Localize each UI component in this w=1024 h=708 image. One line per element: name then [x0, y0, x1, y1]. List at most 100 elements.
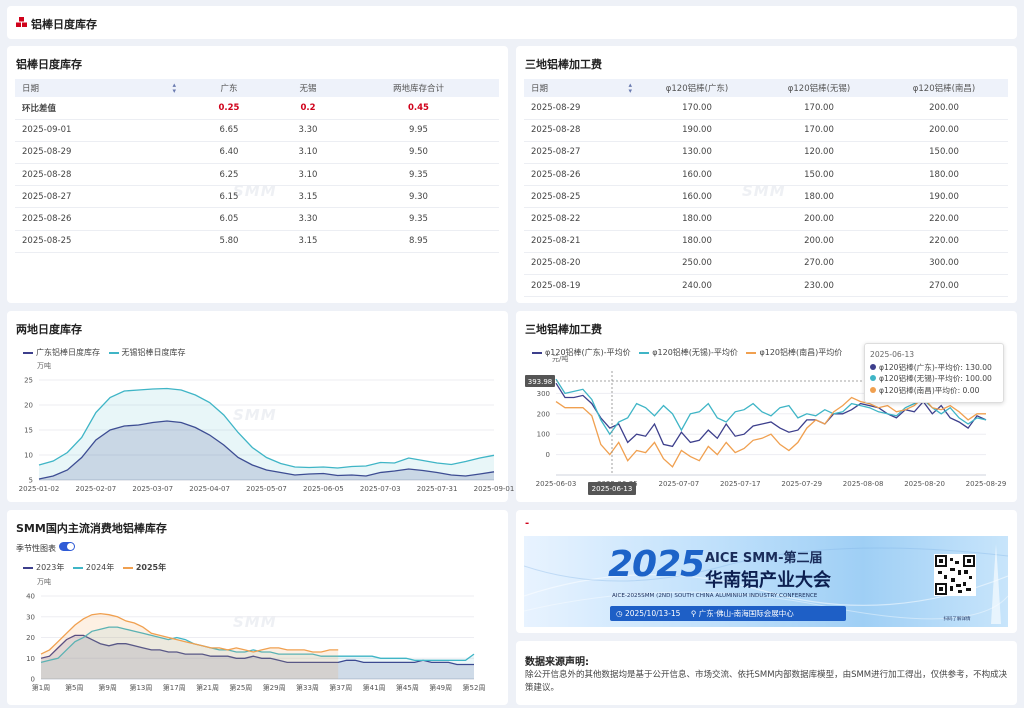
x-tick-label: 2025-08-29	[966, 480, 1007, 488]
chart1-title: 两地日度库存	[16, 323, 82, 336]
col-date[interactable]: 日期 ▴ ▾	[524, 79, 636, 97]
x-tick-label: 2025-07-29	[781, 480, 822, 488]
y-axis-unit: 万吨	[37, 361, 51, 370]
x-tick-label: 2025-09-01	[474, 485, 515, 493]
location-pin-icon: ⚲	[690, 609, 699, 618]
chart2-legend: φ120铝棒(广东)-平均价 φ120铝棒(无锡)-平均价 φ120铝棒(南昌)…	[532, 347, 848, 358]
toggle-knob	[67, 543, 74, 550]
banner-location: 广东·佛山-南海国际会展中心	[698, 609, 794, 618]
table-row: 2025-09-01 6.65 3.30 9.95	[15, 119, 499, 142]
conference-banner[interactable]: 2025 AICE SMM-第二届 华南铝产业大会 AICE-2025SMM (…	[524, 536, 1008, 627]
y-tick-label: 300	[537, 390, 550, 398]
inventory-table-title: 铝棒日度库存	[16, 58, 82, 71]
x-tick-label: 第41周	[363, 683, 386, 692]
x-tick-label: 2025-08-08	[843, 480, 884, 488]
x-tick-label: 2025-07-17	[720, 480, 761, 488]
x-tick-label: 2025-03-07	[132, 485, 173, 493]
y-tick-label: 30	[26, 613, 35, 621]
three-region-fee-chart-card: 三地铝棒加工费 φ120铝棒(广东)-平均价 φ120铝棒(无锡)-平均价 φ1…	[516, 311, 1017, 502]
crosshair-x-badge	[588, 482, 636, 495]
y-tick-label: 200	[537, 410, 550, 418]
x-tick-label: 2025-08-20	[904, 480, 945, 488]
table-row: 2025-08-20 250.00 270.00 300.00	[524, 252, 1008, 276]
qr-code[interactable]	[934, 554, 976, 596]
x-tick-label: 第25周	[229, 683, 252, 692]
x-tick-label: 第1周	[32, 683, 50, 692]
col-fee-nanchang: φ120铝棒(南昌)	[880, 79, 1008, 97]
table-row: 2025-08-28 6.25 3.10 9.35	[15, 163, 499, 187]
series-line	[40, 612, 339, 655]
x-tick-label: 2025-02-07	[76, 485, 117, 493]
legend-2024[interactable]: 2024年	[72, 562, 114, 573]
sort-icon[interactable]: ▴ ▾	[172, 81, 176, 95]
legend-fee-nanchang[interactable]: φ120铝棒(南昌)平均价	[746, 347, 842, 358]
x-tick-label: 2025-07-31	[417, 485, 458, 493]
fee-table-header: 日期 ▴ ▾ φ120铝棒(广东) φ120铝棒(无锡) φ120铝棒(南昌)	[524, 79, 1008, 97]
three-region-fee-chart[interactable]: 元/吨01002003002025-06-032025-06-252025-07…	[516, 311, 1017, 502]
disclaimer-text: 除公开信息外的其他数据均是基于公开信息、市场交流、依托SMM内部数据库模型，由S…	[525, 670, 1008, 693]
two-region-inventory-chart: 万吨 5 10 15 20 25 2025-01-02 2025-02-07 2025-03-0…	[19, 361, 515, 493]
series-area	[39, 421, 494, 480]
tooltip-line-nanchang: φ120铝棒(南昌)平均价: 0.00	[879, 385, 980, 395]
crosshair-y-value: 393.98	[528, 378, 553, 386]
y-axis-unit: 万吨	[37, 577, 51, 586]
inventory-table-card: 铝棒日度库存 SMM 日期 ▴ ▾ 广东 无锡 两地库存合计 环比差值 0.25 0…	[7, 46, 508, 303]
series-line	[555, 396, 986, 468]
chart2-title: 三地铝棒加工费	[525, 323, 602, 336]
banner-english: AICE-2025SMM (2ND) SOUTH CHINA ALUMINIUM…	[612, 593, 818, 599]
col-fee-wuxi: φ120铝棒(无锡)	[758, 79, 880, 97]
series-area	[39, 388, 494, 480]
y-tick-label: 0	[31, 676, 35, 684]
table-row: 2025-08-29 6.40 3.10 9.50	[15, 141, 499, 165]
banner-wave-decoration	[524, 547, 1008, 620]
table-row: 2025-08-27 6.15 3.15 9.30	[15, 185, 499, 209]
legend-fee-wuxi[interactable]: φ120铝棒(无锡)-平均价	[639, 347, 738, 358]
legend-wuxi[interactable]: 无锡铝棒日度库存	[108, 347, 186, 358]
x-tick-label: 第33周	[296, 683, 319, 692]
seasonal-toggle[interactable]	[59, 542, 75, 551]
tooltip-line-guangdong: φ120铝棒(广东)-平均价: 130.00	[879, 362, 992, 372]
table-row: 2025-08-25 160.00 180.00 190.00	[524, 185, 1008, 209]
crosshair-y-badge	[525, 375, 555, 387]
y-tick-label: 20	[26, 634, 35, 642]
y-tick-label: 10	[26, 655, 35, 663]
chart3-title: SMM国内主流消费地铝棒库存	[16, 522, 167, 535]
legend-2023[interactable]: 2023年	[23, 562, 64, 573]
y-tick-label: 25	[24, 377, 33, 385]
chart3-legend: 2023年 2024年 2025年	[23, 562, 172, 573]
clock-icon: ◷	[616, 609, 625, 618]
page-title: 铝棒日度库存	[31, 18, 97, 31]
sort-icon[interactable]: ▴ ▾	[628, 81, 632, 95]
legend-fee-guangdong[interactable]: φ120铝棒(广东)-平均价	[532, 347, 631, 358]
qr-caption: 扫码了解详情	[943, 617, 971, 622]
y-tick-label: 40	[26, 593, 35, 601]
legend-guangdong[interactable]: 广东铝棒日度库存	[23, 347, 100, 358]
col-total: 两地库存合计	[338, 79, 499, 97]
col-guangdong: 广东	[180, 79, 278, 97]
col-wuxi: 无锡	[278, 79, 338, 97]
fee-table-card: 三地铝棒加工费 SMM 日期 ▴ ▾ φ120铝棒(广东) φ120铝棒(无锡) φ…	[516, 46, 1017, 303]
col-date[interactable]: 日期 ▴ ▾	[15, 79, 180, 97]
fee-table-title: 三地铝棒加工费	[525, 58, 602, 71]
y-tick-label: 15	[24, 427, 33, 435]
table-row: 2025-08-26 6.05 3.30 9.35	[15, 207, 499, 231]
tooltip-date: 2025-06-13	[870, 350, 915, 359]
table-row: 2025-08-27 130.00 120.00 150.00	[524, 141, 1008, 165]
series-line	[555, 378, 987, 436]
banner-year: 2025	[608, 544, 705, 585]
table-row: 2025-08-25 5.80 3.15 8.95	[15, 230, 499, 253]
banner-info-bar: ◷ 2025/10/13-15 ⚲ 广东·佛山-南海国际会展中心	[610, 606, 846, 621]
x-tick-label: 2025-06-05	[303, 485, 344, 493]
table-row: 2025-08-22 180.00 200.00 220.00	[524, 207, 1008, 231]
x-tick-label: 2025-01-02	[19, 485, 60, 493]
seasonal-inventory-card: SMM国内主流消费地铝棒库存 季节性图表 SMM 2023年 2024年 202…	[7, 510, 508, 705]
x-tick-label: 第37周	[329, 683, 352, 692]
x-tick-label: 第49周	[429, 683, 452, 692]
x-tick-label: 第29周	[263, 683, 286, 692]
table-row: 2025-08-29 170.00 170.00 200.00	[524, 97, 1008, 120]
fee-table: 日期 ▴ ▾ φ120铝棒(广东) φ120铝棒(无锡) φ120铝棒(南昌) 20…	[524, 79, 1008, 298]
legend-2025[interactable]: 2025年	[122, 562, 166, 573]
seasonal-inventory-chart: 万吨 0 10 20 30 40 第1周 第5周 第9周 第13周 第17周 第21周 第25周 第29周…	[26, 577, 486, 692]
x-tick-label: 第52周	[463, 683, 486, 692]
x-tick-label: 2025-04-07	[189, 485, 230, 493]
